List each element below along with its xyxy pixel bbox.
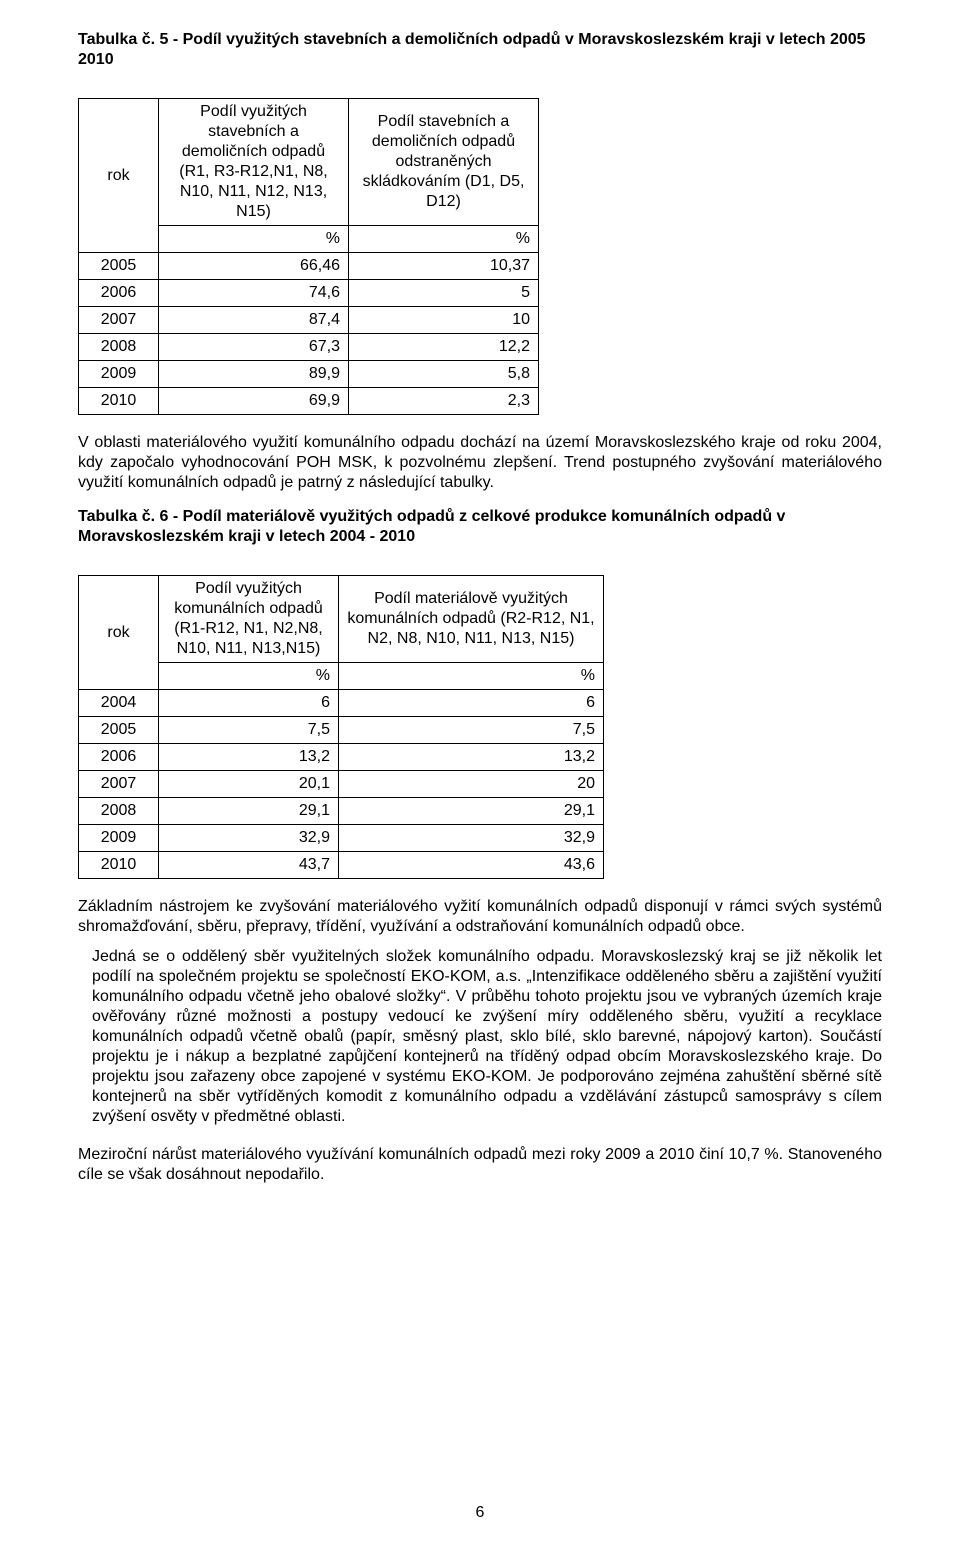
table2-cell: 2006	[79, 744, 159, 771]
table2-cell: 7,5	[159, 717, 339, 744]
table2-cell: 20	[339, 771, 604, 798]
table1-cell: 2008	[79, 334, 159, 361]
table-row: rok Podíl využitých komunálních odpadů (…	[79, 576, 604, 663]
table-row: 2007 87,4 10	[79, 307, 539, 334]
table-row: 2006 74,6 5	[79, 280, 539, 307]
table1-cell: 2009	[79, 361, 159, 388]
table1-header-col2: Podíl využitých stavebních a demoličních…	[159, 99, 349, 226]
table2-cell: 2008	[79, 798, 159, 825]
table2: rok Podíl využitých komunálních odpadů (…	[78, 575, 604, 879]
table-row: 2008 29,1 29,1	[79, 798, 604, 825]
table1-cell: 2005	[79, 253, 159, 280]
table2-cell: 43,6	[339, 852, 604, 879]
table2-cell: 2009	[79, 825, 159, 852]
table2-cell: 13,2	[159, 744, 339, 771]
table1-cell: 5,8	[349, 361, 539, 388]
table2-header-col3: Podíl materiálově využitých komunálních …	[339, 576, 604, 663]
table1-cell: 2007	[79, 307, 159, 334]
table1-cell: 2010	[79, 388, 159, 415]
table2-unit-col2: %	[159, 663, 339, 690]
table1-caption: Tabulka č. 5 - Podíl využitých stavebníc…	[78, 30, 882, 70]
table1-cell: 87,4	[159, 307, 349, 334]
table2-cell: 13,2	[339, 744, 604, 771]
paragraph-1: V oblasti materiálového využití komunáln…	[78, 433, 882, 493]
table1-unit-col2: %	[159, 226, 349, 253]
table-row: 2009 89,9 5,8	[79, 361, 539, 388]
table2-cell: 29,1	[339, 798, 604, 825]
table1-cell: 69,9	[159, 388, 349, 415]
table1-cell: 12,2	[349, 334, 539, 361]
table-row: 2010 69,9 2,3	[79, 388, 539, 415]
table1: rok Podíl využitých stavebních a demolič…	[78, 98, 539, 415]
table-row: 2004 6 6	[79, 690, 604, 717]
paragraph-2: Základním nástrojem ke zvyšování materiá…	[78, 897, 882, 937]
table1-cell: 2,3	[349, 388, 539, 415]
table-row: 2008 67,3 12,2	[79, 334, 539, 361]
table2-unit-col3: %	[339, 663, 604, 690]
table-row: 2005 66,46 10,37	[79, 253, 539, 280]
table1-cell: 10,37	[349, 253, 539, 280]
table2-cell: 6	[159, 690, 339, 717]
table-row: 2009 32,9 32,9	[79, 825, 604, 852]
table1-cell: 67,3	[159, 334, 349, 361]
table2-cell: 2010	[79, 852, 159, 879]
table2-caption: Tabulka č. 6 - Podíl materiálově využitý…	[78, 507, 882, 547]
table1-caption-body: - Podíl využitých stavebních a demoliční…	[78, 31, 866, 68]
table2-header-rok: rok	[79, 576, 159, 690]
table1-cell: 5	[349, 280, 539, 307]
table1-cell: 89,9	[159, 361, 349, 388]
table2-cell: 32,9	[159, 825, 339, 852]
table2-caption-label: Tabulka č. 6	[78, 508, 168, 525]
table2-caption-body: - Podíl materiálově využitých odpadů z c…	[78, 508, 785, 545]
table2-cell: 43,7	[159, 852, 339, 879]
table1-cell: 2006	[79, 280, 159, 307]
table-row: 2010 43,7 43,6	[79, 852, 604, 879]
page: Tabulka č. 5 - Podíl využitých stavebníc…	[0, 0, 960, 1541]
table2-cell: 2005	[79, 717, 159, 744]
paragraph-3: Jedná se o oddělený sběr využitelných sl…	[92, 947, 882, 1127]
table-row: 2006 13,2 13,2	[79, 744, 604, 771]
table-row: 2005 7,5 7,5	[79, 717, 604, 744]
table2-cell: 2004	[79, 690, 159, 717]
page-number: 6	[0, 1503, 960, 1523]
table1-header-rok: rok	[79, 99, 159, 253]
table1-unit-col3: %	[349, 226, 539, 253]
table2-cell: 6	[339, 690, 604, 717]
table-row: rok Podíl využitých stavebních a demolič…	[79, 99, 539, 226]
paragraph-4: Meziroční nárůst materiálového využívání…	[78, 1145, 882, 1185]
table2-cell: 20,1	[159, 771, 339, 798]
table1-cell: 74,6	[159, 280, 349, 307]
table2-cell: 2007	[79, 771, 159, 798]
table-row: 2007 20,1 20	[79, 771, 604, 798]
table2-cell: 32,9	[339, 825, 604, 852]
table1-caption-label: Tabulka č. 5	[78, 31, 168, 48]
table1-cell: 66,46	[159, 253, 349, 280]
table1-cell: 10	[349, 307, 539, 334]
table1-header-col3: Podíl stavebních a demoličních odpadů od…	[349, 99, 539, 226]
table2-cell: 7,5	[339, 717, 604, 744]
table2-cell: 29,1	[159, 798, 339, 825]
table2-header-col2: Podíl využitých komunálních odpadů (R1-R…	[159, 576, 339, 663]
